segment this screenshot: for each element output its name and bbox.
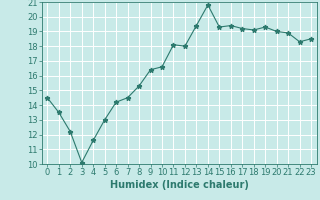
X-axis label: Humidex (Indice chaleur): Humidex (Indice chaleur): [110, 180, 249, 190]
